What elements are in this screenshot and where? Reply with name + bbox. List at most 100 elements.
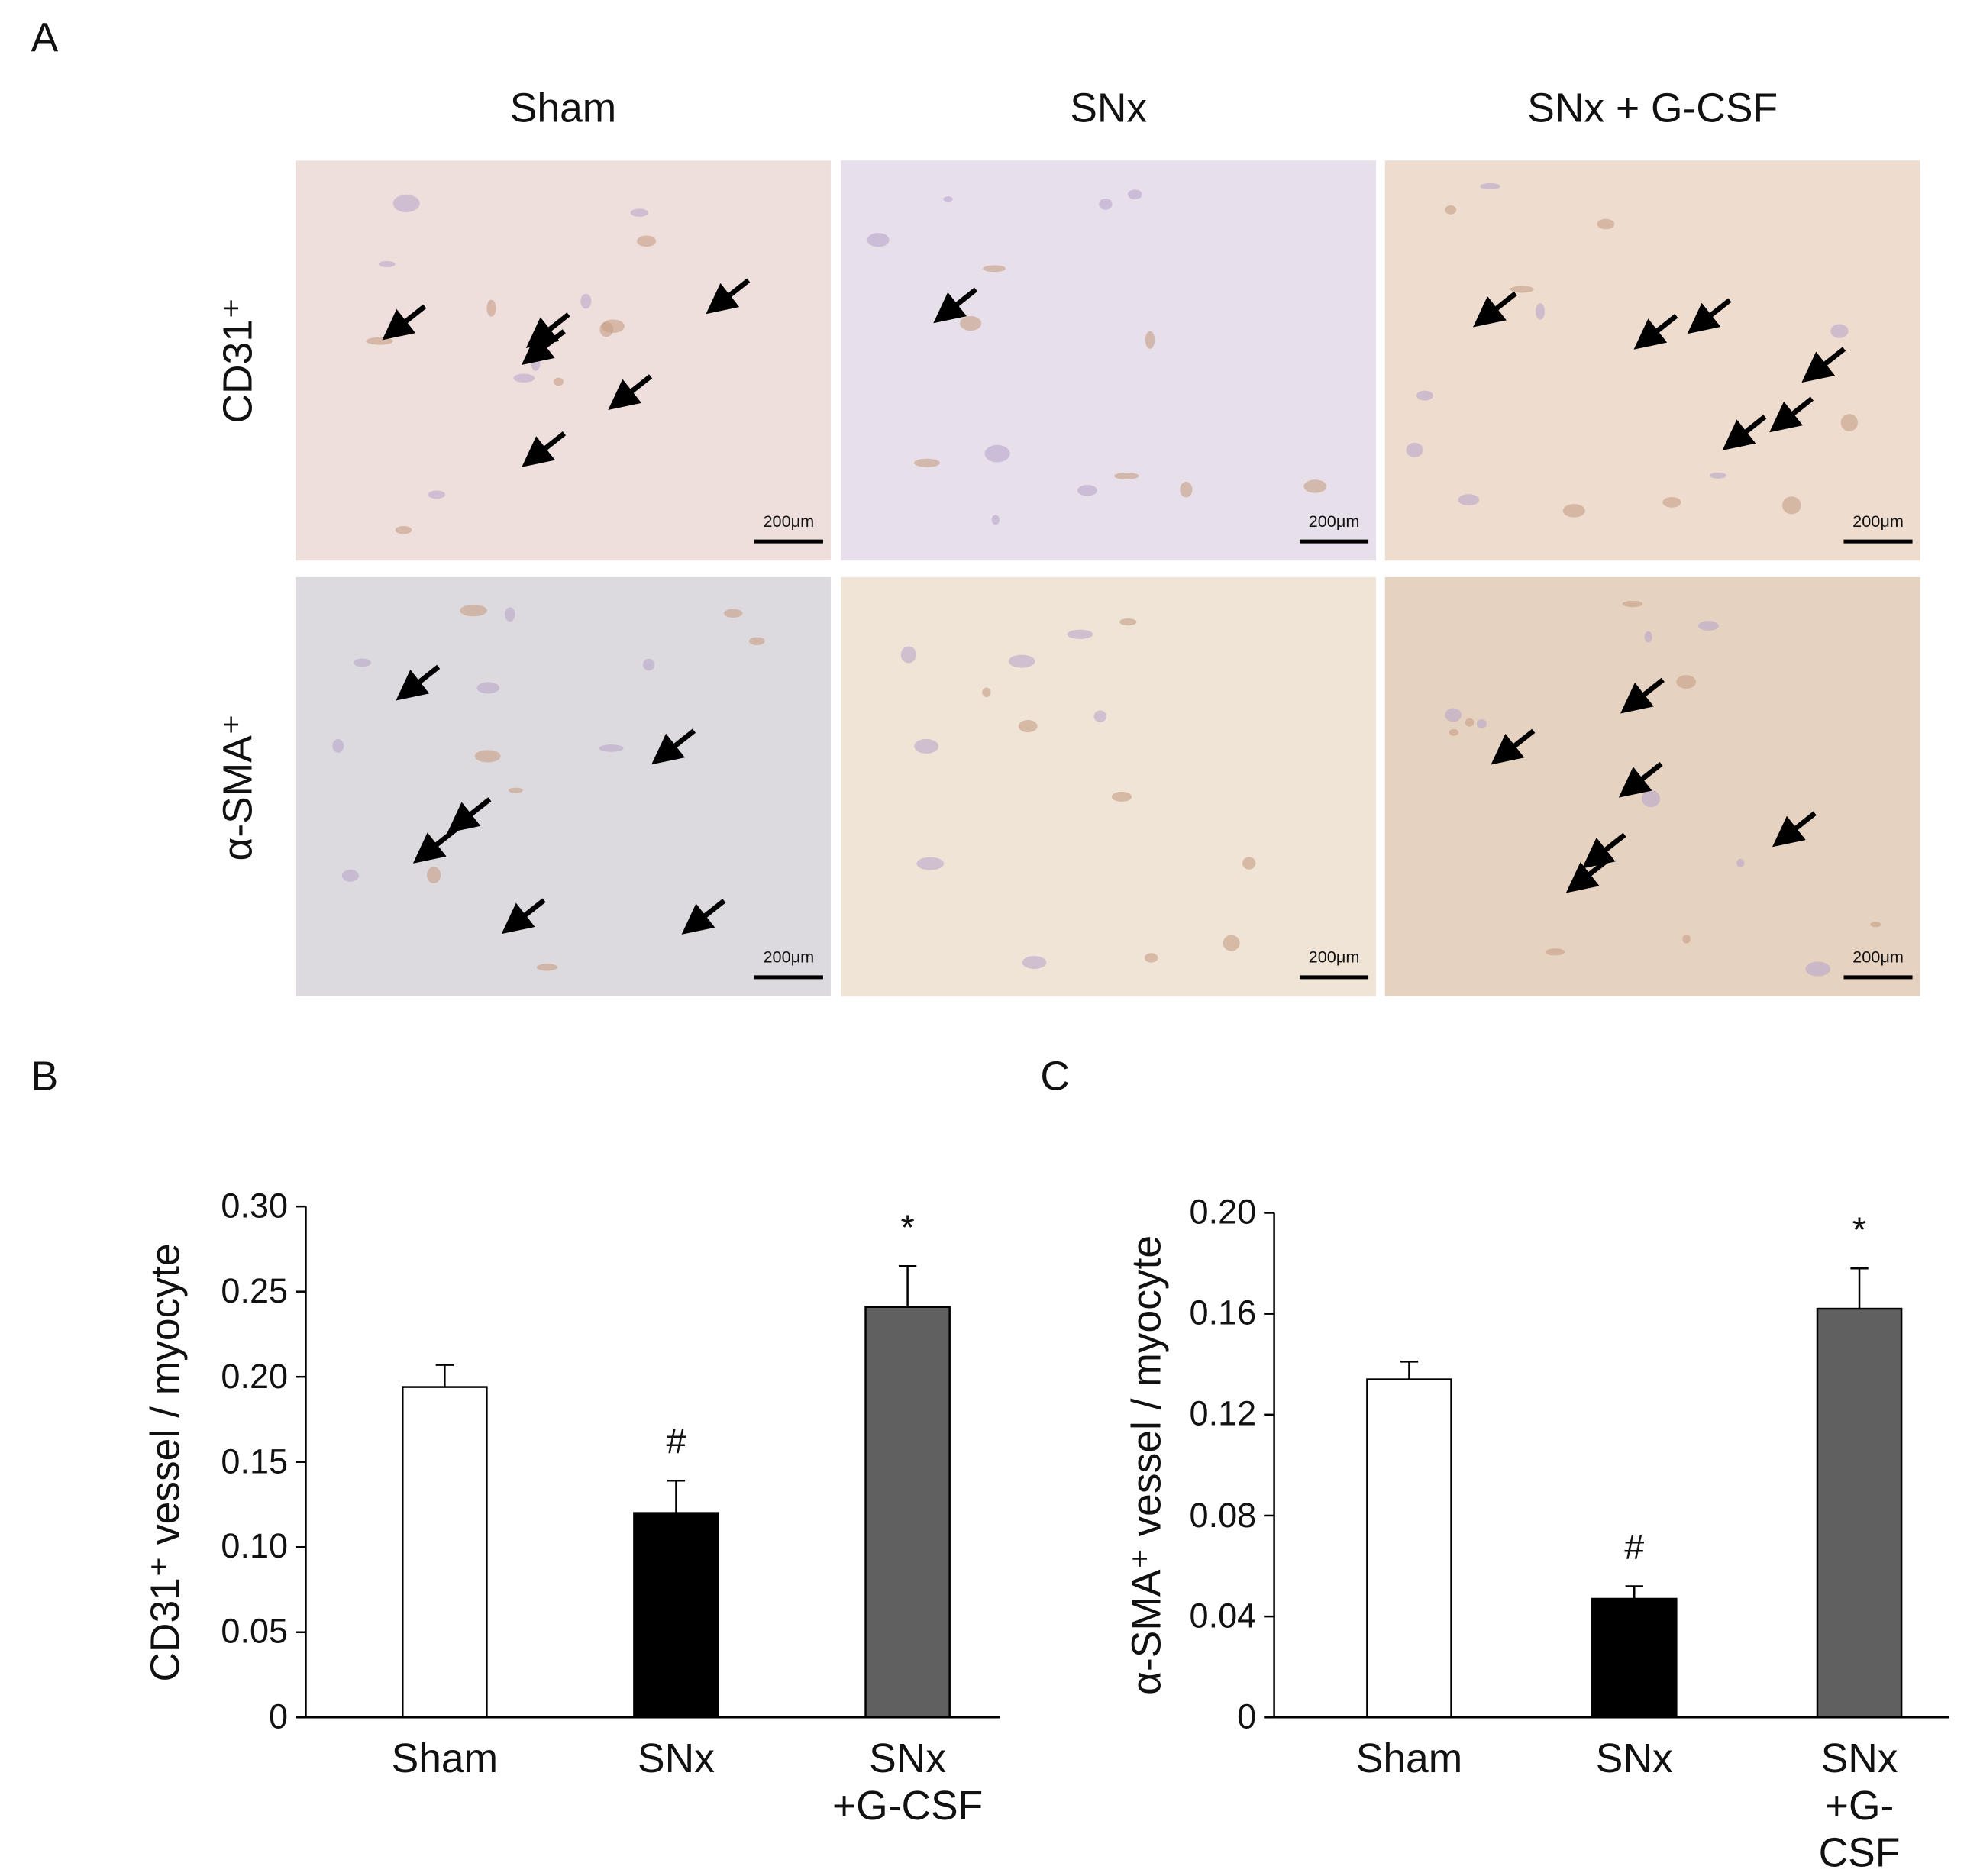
arrow	[651, 728, 696, 765]
tissue-cell	[474, 750, 501, 763]
micrograph	[296, 576, 831, 996]
tissue-cell	[341, 869, 360, 882]
tissue-cell	[1535, 303, 1546, 320]
tissue-cell	[1622, 600, 1643, 608]
tissue-cell	[378, 260, 396, 268]
arrow	[706, 278, 751, 315]
tissue-cell	[1476, 718, 1487, 729]
tissue-cell	[476, 682, 500, 694]
significance-mark: *	[1852, 1209, 1867, 1249]
micrograph	[841, 576, 1377, 996]
tissue-cell	[984, 444, 1010, 463]
bar	[633, 1512, 719, 1719]
tissue-cell	[1840, 414, 1858, 431]
tissue-cell	[1111, 791, 1132, 802]
scale-bar-label: 200μm	[1852, 511, 1904, 531]
x-tick-label: Sham	[1355, 1735, 1463, 1781]
tissue-cell	[1805, 961, 1831, 977]
arrow	[1473, 291, 1517, 328]
bar	[1366, 1378, 1452, 1719]
tissue-cell	[1077, 485, 1097, 496]
tissue-cell	[916, 857, 945, 870]
tissue-cell	[1597, 218, 1615, 230]
tissue-cell	[505, 607, 515, 622]
tissue-cell	[1449, 728, 1458, 736]
arrow	[1801, 347, 1846, 383]
arrow	[412, 828, 457, 864]
tissue-cell	[1242, 857, 1256, 870]
tissue-cell	[508, 787, 523, 793]
tissue-cell	[983, 265, 1006, 273]
tissue-cell	[982, 687, 991, 698]
x-tick-label: SNx	[638, 1735, 715, 1781]
y-tick-label: 0	[1237, 1697, 1257, 1736]
significance-mark: #	[666, 1422, 686, 1462]
tissue-cell	[1480, 182, 1500, 190]
y-axis-label: CD31⁺ vessel / myocyte	[142, 1242, 189, 1681]
arrow	[1687, 298, 1732, 334]
tissue-cell	[1465, 718, 1475, 727]
arrow	[501, 898, 546, 935]
bar	[1591, 1597, 1678, 1719]
tissue-cell	[630, 208, 649, 217]
tissue-cell	[1830, 324, 1849, 338]
arrow	[525, 312, 570, 348]
row-label: α-SMA⁺	[215, 713, 261, 861]
tissue-cell	[486, 299, 496, 317]
tissue-cell	[1119, 618, 1137, 626]
y-tick-label: 0.20	[1189, 1193, 1257, 1232]
tissue-cell	[599, 744, 624, 752]
tissue-cell	[460, 605, 487, 617]
tissue-cell	[1067, 629, 1093, 640]
panel-label: C	[1040, 1053, 1070, 1099]
micrograph	[1384, 576, 1920, 996]
tissue-cell	[366, 337, 393, 345]
y-tick-label: 0.10	[221, 1527, 289, 1566]
panel-label: A	[31, 15, 59, 61]
tissue-cell	[1445, 708, 1462, 722]
bar	[402, 1386, 488, 1719]
panel-label: B	[31, 1053, 59, 1099]
significance-mark: *	[900, 1207, 915, 1248]
tissue-cell	[1145, 331, 1155, 349]
tissue-cell	[1093, 710, 1107, 722]
tissue-cell	[553, 377, 564, 386]
column-title: SNx + G-CSF	[1527, 85, 1778, 131]
tissue-cell	[1644, 631, 1652, 643]
tissue-cell	[1682, 934, 1691, 944]
tissue-cell	[1445, 205, 1457, 215]
scale-bar-label: 200μm	[1308, 947, 1360, 967]
y-tick-label: 0.04	[1189, 1597, 1257, 1635]
tissue-cell	[959, 316, 982, 331]
tissue-cell	[1697, 621, 1719, 631]
tissue-cell	[1662, 497, 1681, 508]
x-tick-label: SNx	[1595, 1735, 1673, 1781]
arrow	[1618, 761, 1663, 798]
x-tick-label: SNx +G-CSF	[1818, 1735, 1901, 1875]
tissue-cell	[1870, 922, 1881, 928]
tissue-cell	[428, 490, 446, 499]
tissue-cell	[900, 646, 916, 664]
tissue-cell	[1676, 675, 1697, 689]
tissue-cell	[531, 354, 541, 371]
arrow	[1772, 811, 1817, 848]
x-tick-label: SNx +G-CSF	[832, 1735, 984, 1829]
arrow	[382, 304, 427, 341]
arrow	[1620, 677, 1665, 714]
tissue-cell	[1180, 481, 1193, 498]
tissue-cell	[1303, 479, 1327, 493]
tissue-cell	[914, 458, 940, 467]
scale-bar-label: 200μm	[763, 947, 815, 967]
y-axis-label: α-SMA⁺ vessel / myocyte	[1123, 1235, 1170, 1695]
tissue-cell	[1416, 390, 1433, 401]
tissue-cell	[1562, 504, 1585, 518]
arrow	[1722, 415, 1767, 450]
tissue-cell	[914, 738, 939, 754]
bar	[864, 1306, 951, 1719]
tissue-cell	[1127, 189, 1142, 199]
tissue-cell	[536, 964, 558, 971]
scale-bar-label: 200μm	[1308, 511, 1360, 531]
scale-bar-label: 200μm	[1852, 947, 1904, 967]
tissue-cell	[601, 319, 625, 334]
